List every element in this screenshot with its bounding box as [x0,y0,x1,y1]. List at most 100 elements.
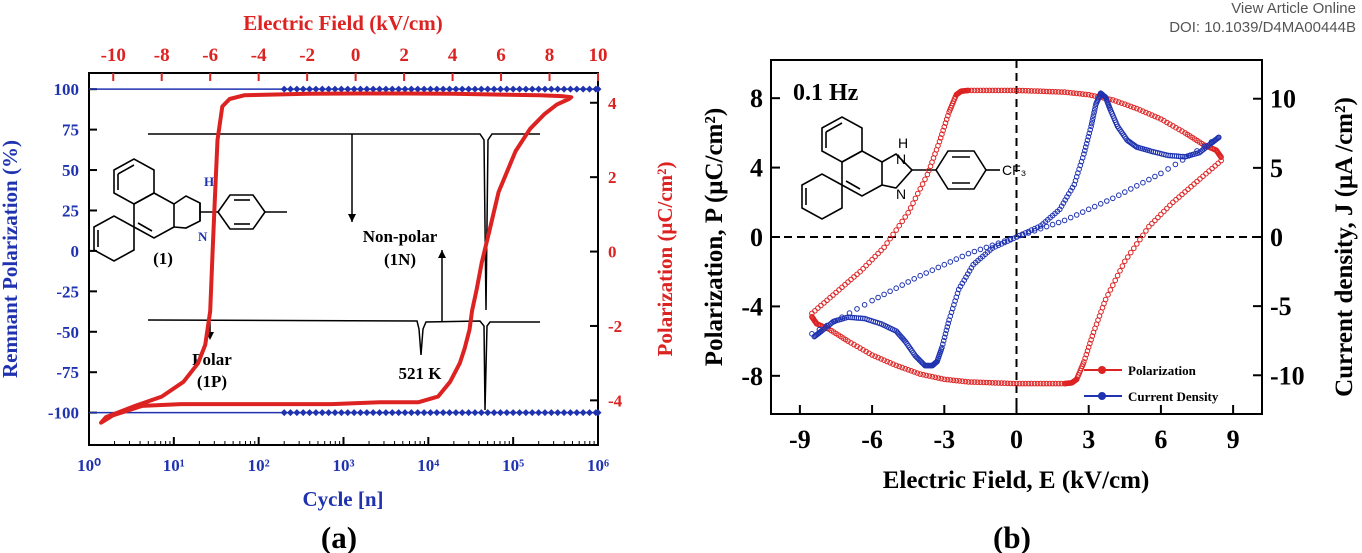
b-left-tick-label: 0 [750,223,763,252]
polarization-point [917,186,924,192]
current-density-point [947,259,954,265]
current-density-point [1091,107,1098,113]
polarization-point [1043,88,1050,95]
polarization-point [1010,380,1017,387]
molecule-1-n-label: N [198,229,208,244]
remnant-polarization-point [594,85,602,93]
remnant-polarization-point [420,409,428,417]
legend-current-density-marker [1098,392,1106,400]
polarization-point [910,200,916,206]
polarization-point [845,279,851,285]
polarization-point [1173,196,1179,203]
remnant-polarization-point [554,85,562,93]
polarization-point [1143,228,1149,234]
current-density-point [1097,201,1104,207]
polarization-point [827,294,833,301]
remnant-polarization-point [325,409,333,417]
current-density-point [1090,112,1097,119]
remnant-polarization-point [369,409,377,417]
current-density-point [1081,151,1087,157]
polarization-point [983,87,990,94]
remnant-polarization-point [458,409,466,417]
polarization-point [1134,241,1140,247]
polarization-point [818,302,824,309]
current-density-point [995,240,1002,246]
polarization-point [1122,101,1128,107]
current-density-point [1061,217,1068,224]
a-left-tick-label: -25 [56,282,79,301]
current-density-point [1088,120,1095,127]
polarization-point [869,256,875,263]
polarization-point [992,380,999,386]
current-density-point [1082,144,1089,150]
remnant-polarization-point [337,85,345,93]
a-left-tick-label: -100 [48,404,79,423]
polarization-point [1203,170,1209,177]
polarization-point [821,300,827,306]
polarization-point [905,209,912,216]
current-density-point [1084,137,1091,143]
current-density-point [861,302,868,308]
polarization-point [899,218,906,225]
molecule-cf3-n-top-label: N [896,151,906,167]
polarization-point [1085,344,1092,351]
polarization-point [977,87,984,94]
current-density-point [1037,225,1044,232]
polarization-point [836,287,842,293]
current-density-point [812,333,819,339]
polarization-point [1117,268,1123,274]
remnant-polarization-point [509,409,517,417]
polarization-point [1061,380,1068,387]
polarization-point [854,271,860,278]
polarization-point [1067,90,1074,96]
remnant-polarization-point [573,85,581,93]
panel-a-label: (a) [321,520,357,553]
current-density-point [959,253,966,260]
polarization-point [1001,380,1008,387]
a-left-tick-label: 100 [54,80,80,99]
b-right-tick-label: -5 [1270,292,1292,321]
current-density-point [1004,238,1011,244]
polarization-point [1155,114,1161,121]
a-top-tick-label: -8 [154,45,170,66]
current-density-point [1215,135,1221,141]
remnant-polarization-point [306,409,314,417]
current-density-point [1215,134,1222,141]
panel-b-left-axis-title: Polarization, P (μC/cm²) [701,108,728,366]
view-article-online-link[interactable]: View Article Online [1231,0,1356,17]
current-density-point [1049,221,1056,228]
polarization-point [878,356,884,362]
remnant-polarization-point [344,409,352,417]
remnant-polarization-point [299,409,307,417]
polarization-point [1052,380,1059,387]
panel-a: Electric Field (kV/cm) Cycle [n] Remnant… [0,11,677,553]
remnant-polarization-point [579,85,587,93]
polarization-point [863,348,869,355]
panel-b-ticks: -9 -6 -3 0 3 6 9 -8 -4 0 4 8 -10 -5 0 5 10 [741,84,1304,454]
polarization-point [833,289,839,296]
polarization-point [1185,186,1191,193]
polarization-point [1125,102,1131,109]
polarization-point [942,120,949,126]
polarization-point [998,87,1005,94]
a-bottom-tick-label: 10⁴ [417,456,439,475]
remnant-polarization-point [516,409,524,417]
remnant-polarization-point [414,85,422,93]
remnant-polarization-point [477,85,485,93]
current-density-point [1180,153,1186,160]
molecule-1-h-label: H [204,174,214,189]
remnant-polarization-point [522,85,530,93]
remnant-polarization-point [484,85,492,93]
polarization-point [899,364,906,371]
remnant-polarization-point [433,85,441,93]
current-density-point [992,243,999,250]
remnant-polarization-point [293,409,301,417]
current-density-point [1085,133,1092,140]
polarization-point [944,376,951,383]
remnant-polarization-point [471,409,479,417]
polarization-point [983,379,990,386]
polarization-point [989,87,996,94]
remnant-polarization-point [439,85,447,93]
polarization-point [869,352,875,358]
a-left-tick-label: 50 [62,161,79,180]
